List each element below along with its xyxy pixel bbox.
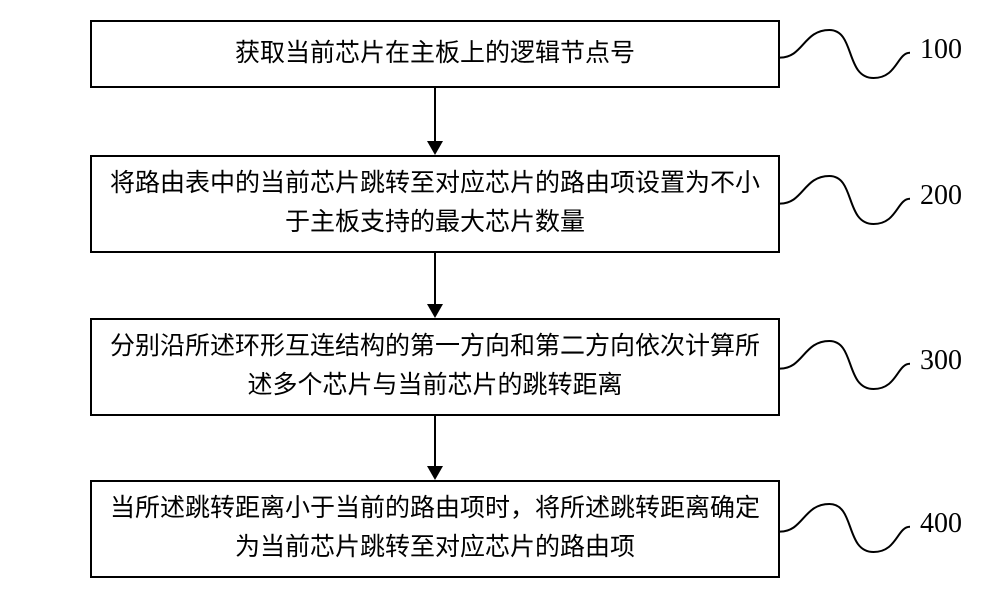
flow-step: 分别沿所述环形互连结构的第一方向和第二方向依次计算所述多个芯片与当前芯片的跳转距… xyxy=(90,318,780,416)
flow-arrow xyxy=(434,88,436,141)
flow-arrow-head xyxy=(427,304,443,318)
flow-step: 获取当前芯片在主板上的逻辑节点号 xyxy=(90,20,780,88)
step-number-label: 300 xyxy=(920,345,962,377)
flow-arrow xyxy=(434,416,436,466)
step-number-label: 400 xyxy=(920,508,962,540)
flow-arrow-head xyxy=(427,141,443,155)
flow-arrow xyxy=(434,253,436,304)
brace-connector xyxy=(780,172,910,228)
step-number-label: 200 xyxy=(920,180,962,212)
step-number-label: 100 xyxy=(920,34,962,66)
brace-connector xyxy=(780,500,910,556)
flow-step-text: 分别沿所述环形互连结构的第一方向和第二方向依次计算所述多个芯片与当前芯片的跳转距… xyxy=(110,328,760,406)
flow-step-text: 当所述跳转距离小于当前的路由项时，将所述跳转距离确定为当前芯片跳转至对应芯片的路… xyxy=(110,490,760,568)
flowchart-canvas: 获取当前芯片在主板上的逻辑节点号 100 将路由表中的当前芯片跳转至对应芯片的路由项… xyxy=(0,0,1000,596)
flow-step-text: 获取当前芯片在主板上的逻辑节点号 xyxy=(235,35,635,74)
flow-step: 将路由表中的当前芯片跳转至对应芯片的路由项设置为不小于主板支持的最大芯片数量 xyxy=(90,155,780,253)
flow-step-text: 将路由表中的当前芯片跳转至对应芯片的路由项设置为不小于主板支持的最大芯片数量 xyxy=(110,165,760,243)
brace-connector xyxy=(780,26,910,82)
flow-arrow-head xyxy=(427,466,443,480)
brace-connector xyxy=(780,337,910,393)
flow-step: 当所述跳转距离小于当前的路由项时，将所述跳转距离确定为当前芯片跳转至对应芯片的路… xyxy=(90,480,780,578)
